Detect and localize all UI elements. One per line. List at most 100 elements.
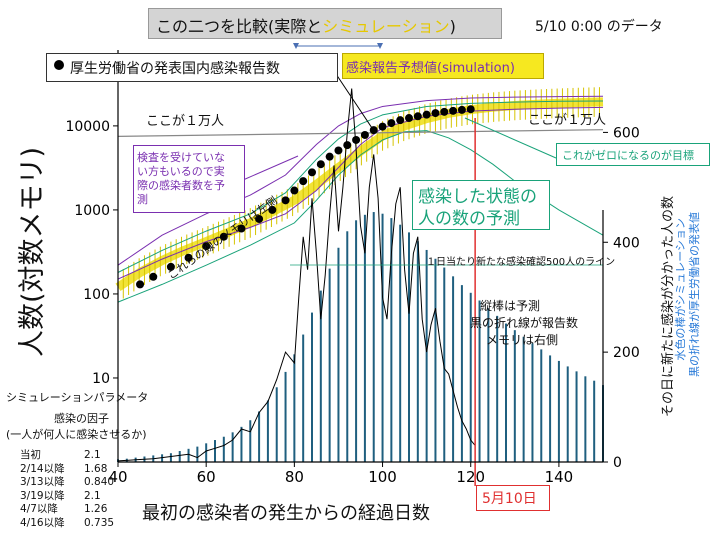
date-marker-label: 5月10日	[482, 491, 537, 507]
infected-state-line	[117, 130, 604, 303]
params-row-value: 2.1	[84, 449, 101, 461]
reported-point	[431, 109, 440, 118]
y-left-tick-label: 1000	[74, 203, 110, 219]
ten-thousand-line	[117, 129, 604, 137]
x-tick-label: 120	[456, 468, 485, 486]
x-tick-label: 140	[545, 468, 574, 486]
params-row-value: 1.26	[84, 503, 108, 515]
params-row-label: 4/16以降	[20, 516, 65, 529]
reported-point	[268, 205, 277, 214]
y-left-tick-label: 100	[83, 287, 110, 303]
chart-axes: 40 60 80 100 120 140 10 100 1000 10000 0 200 400 600	[65, 43, 640, 486]
reported-point	[255, 214, 264, 223]
sim-bar	[540, 349, 543, 462]
params-row-label: 4/7以降	[20, 503, 58, 515]
reported-point	[219, 232, 228, 241]
params-row: 当初 2.1	[20, 447, 101, 462]
zero-goal-label: これがゼロになるのが目標	[562, 149, 694, 162]
reported-legend-box	[46, 53, 338, 82]
sim-bar	[513, 330, 516, 462]
params-row: 4/16以降 0.735	[20, 515, 114, 530]
sim-bar	[408, 232, 410, 462]
params-row-value: 0.735	[84, 516, 115, 529]
reported-point	[378, 122, 387, 131]
sim-bar	[531, 343, 534, 462]
reported-point	[308, 168, 316, 177]
params-factor-desc: (一人が何人に感染させるか)	[6, 428, 147, 441]
sim-bar	[575, 371, 578, 462]
reported-point	[166, 262, 175, 271]
sim-bar	[522, 336, 525, 462]
green-upper-line	[117, 100, 604, 273]
reported-point	[290, 186, 299, 195]
params-row-label: 3/19以降	[20, 489, 65, 502]
sim-bar	[319, 290, 322, 462]
bars-note-line-1: 縦棒は予測	[480, 299, 541, 313]
params-row: 3/13以降 0.840	[20, 474, 114, 489]
params-row-label: 3/13以降	[20, 476, 65, 488]
compare-arrow-right	[377, 43, 383, 49]
compare-suffix: )	[449, 17, 456, 36]
reported-point	[466, 105, 475, 114]
untested-note-line-3: 際の感染者数を予	[137, 179, 225, 192]
simulation-bars	[117, 212, 604, 462]
sim-bar	[416, 241, 419, 462]
y-left-tick-label: 10000	[65, 119, 110, 135]
sim-bar	[328, 268, 331, 462]
params-factor-label: 感染の因子	[54, 412, 109, 425]
reported-point	[316, 160, 325, 169]
y-right-tick-label: 0	[613, 455, 622, 471]
sim-bar	[311, 312, 313, 462]
reported-point	[457, 105, 466, 114]
sim-bar	[566, 366, 569, 462]
x-tick-label: 40	[108, 468, 127, 486]
untested-note-line-2: い方もいるので実	[137, 165, 225, 178]
params-row: 4/7以降 1.26	[20, 501, 107, 516]
params-row: 3/19以降 2.1	[20, 488, 101, 503]
sim-bar	[275, 387, 278, 462]
reported-point	[449, 106, 458, 115]
y-right-tick-label: 400	[613, 235, 640, 251]
reported-point	[149, 272, 158, 281]
sim-bar	[249, 420, 252, 462]
ten-thousand-left-label: ここが１万人	[146, 114, 225, 129]
sim-bar	[478, 300, 481, 462]
sim-bar	[205, 443, 208, 462]
simulation-legend-box	[342, 53, 544, 79]
reported-point	[281, 196, 290, 205]
sim-bar	[399, 224, 402, 462]
reported-point	[343, 141, 352, 150]
infected-state-line-1: 感染した状態の	[418, 187, 537, 207]
reported-point	[360, 130, 369, 139]
untested-callout-pointer	[242, 155, 299, 181]
params-row: 2/14以降 1.68	[20, 461, 107, 476]
x-axis-label: 最初の感染者の発生からの経過日数	[142, 503, 430, 524]
reported-point	[369, 126, 378, 135]
reported-point	[422, 110, 431, 119]
sim-bar	[302, 334, 305, 462]
sim-bar	[266, 400, 269, 462]
compare-sim: シミュレーション	[322, 17, 450, 36]
params-row-label: 2/14以降	[20, 462, 65, 475]
reported-point	[405, 114, 413, 123]
zero-goal-box	[556, 143, 710, 166]
params-row-label: 当初	[20, 449, 41, 461]
reported-point	[396, 116, 405, 125]
infected-state-box	[412, 180, 550, 230]
x-tick-label: 60	[197, 468, 216, 486]
daily-reported-line	[117, 88, 476, 462]
sim-bar	[487, 308, 490, 462]
untested-note-box	[133, 145, 245, 213]
sim-bar	[169, 453, 172, 462]
y-left-tick-label: 10	[92, 371, 110, 387]
timestamp: 5/10 0:00 のデータ	[535, 19, 663, 35]
compare-title-box	[148, 8, 502, 39]
sim-bar	[346, 231, 349, 462]
reported-point	[299, 177, 308, 186]
sim-bar	[293, 354, 296, 462]
simulation-legend-label: 感染報告予想値(simulation)	[346, 61, 515, 76]
y-right-tick-label: 200	[613, 345, 640, 361]
reported-point	[352, 135, 361, 144]
sim-bar	[425, 249, 428, 462]
